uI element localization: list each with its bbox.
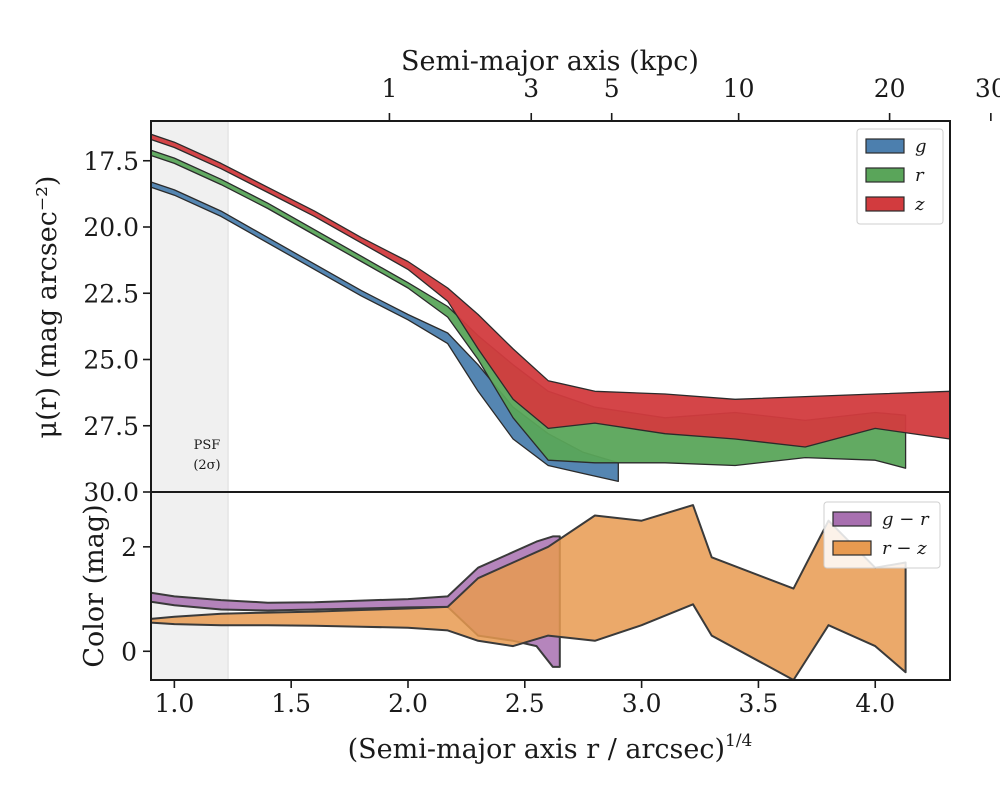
top-tick-label: 3 [523,74,539,103]
top-legend-swatch [865,138,905,154]
y-tick-label: 17.5 [83,147,139,176]
y-axis-title-bottom: Color (mag) [79,504,110,667]
color-legend-swatch [832,540,872,556]
top-legend-label: r [915,165,925,186]
x-axis-title: (Semi-major axis r / arcsec)1/4 [348,731,753,765]
psf-label-line2: (2σ) [193,458,220,473]
figure-labels: Semi-major axis (kpc) μ(r) (mag arcsec⁻²… [32,46,752,765]
y-tick-label: 22.5 [83,279,139,308]
top-legend-label: z [914,194,925,215]
top-axis-title: Semi-major axis (kpc) [401,46,699,77]
x-tick-label: 2.0 [388,689,428,718]
color-y-tick-label: 2 [121,533,137,562]
color-legend-label: g − r [882,509,930,530]
y-axis-title-top: μ(r) (mag arcsec⁻²) [32,176,63,439]
x-axis-title-sup: 1/4 [725,731,752,751]
y-tick-label: 20.0 [83,213,139,242]
x-tick-label: 3.5 [739,689,779,718]
x-tick-label: 1.5 [271,689,311,718]
y-tick-label: 30.0 [83,478,139,507]
band-z [150,133,951,448]
color-panel: 0 2 1.0 1.5 2.0 2.5 3.0 3.5 4.0 g − r r − z [121,491,951,718]
color-legend-swatch [832,511,872,527]
color-legend-label: r − z [882,538,927,559]
top-legend-swatch [865,167,905,183]
psf-label-line1: PSF [194,438,221,453]
x-axis-title-main: (Semi-major axis r / arcsec) [348,734,725,765]
top-tick-label: 10 [723,74,755,103]
y-tick-label: 25.0 [83,346,139,375]
band-color-g-r [150,535,561,668]
top-tick-label: 30 [975,74,1000,103]
top-legend-swatch [865,196,905,212]
bottom-panel-frame [150,491,951,681]
top-legend-label: g [915,136,927,157]
x-tick-label: 3.0 [622,689,662,718]
x-tick-label: 4.0 [855,689,895,718]
color-y-tick-label: 0 [121,637,137,666]
y-tick-label: 27.5 [83,412,139,441]
surface-brightness-panel: 17.520.022.525.027.530.01351020305075100… [83,74,1000,680]
band-color-r-z [150,504,907,681]
x-tick-label: 1.0 [154,689,194,718]
top-tick-label: 20 [874,74,906,103]
top-tick-label: 1 [381,74,397,103]
x-tick-label: 2.5 [505,689,545,718]
top-tick-label: 5 [604,74,620,103]
